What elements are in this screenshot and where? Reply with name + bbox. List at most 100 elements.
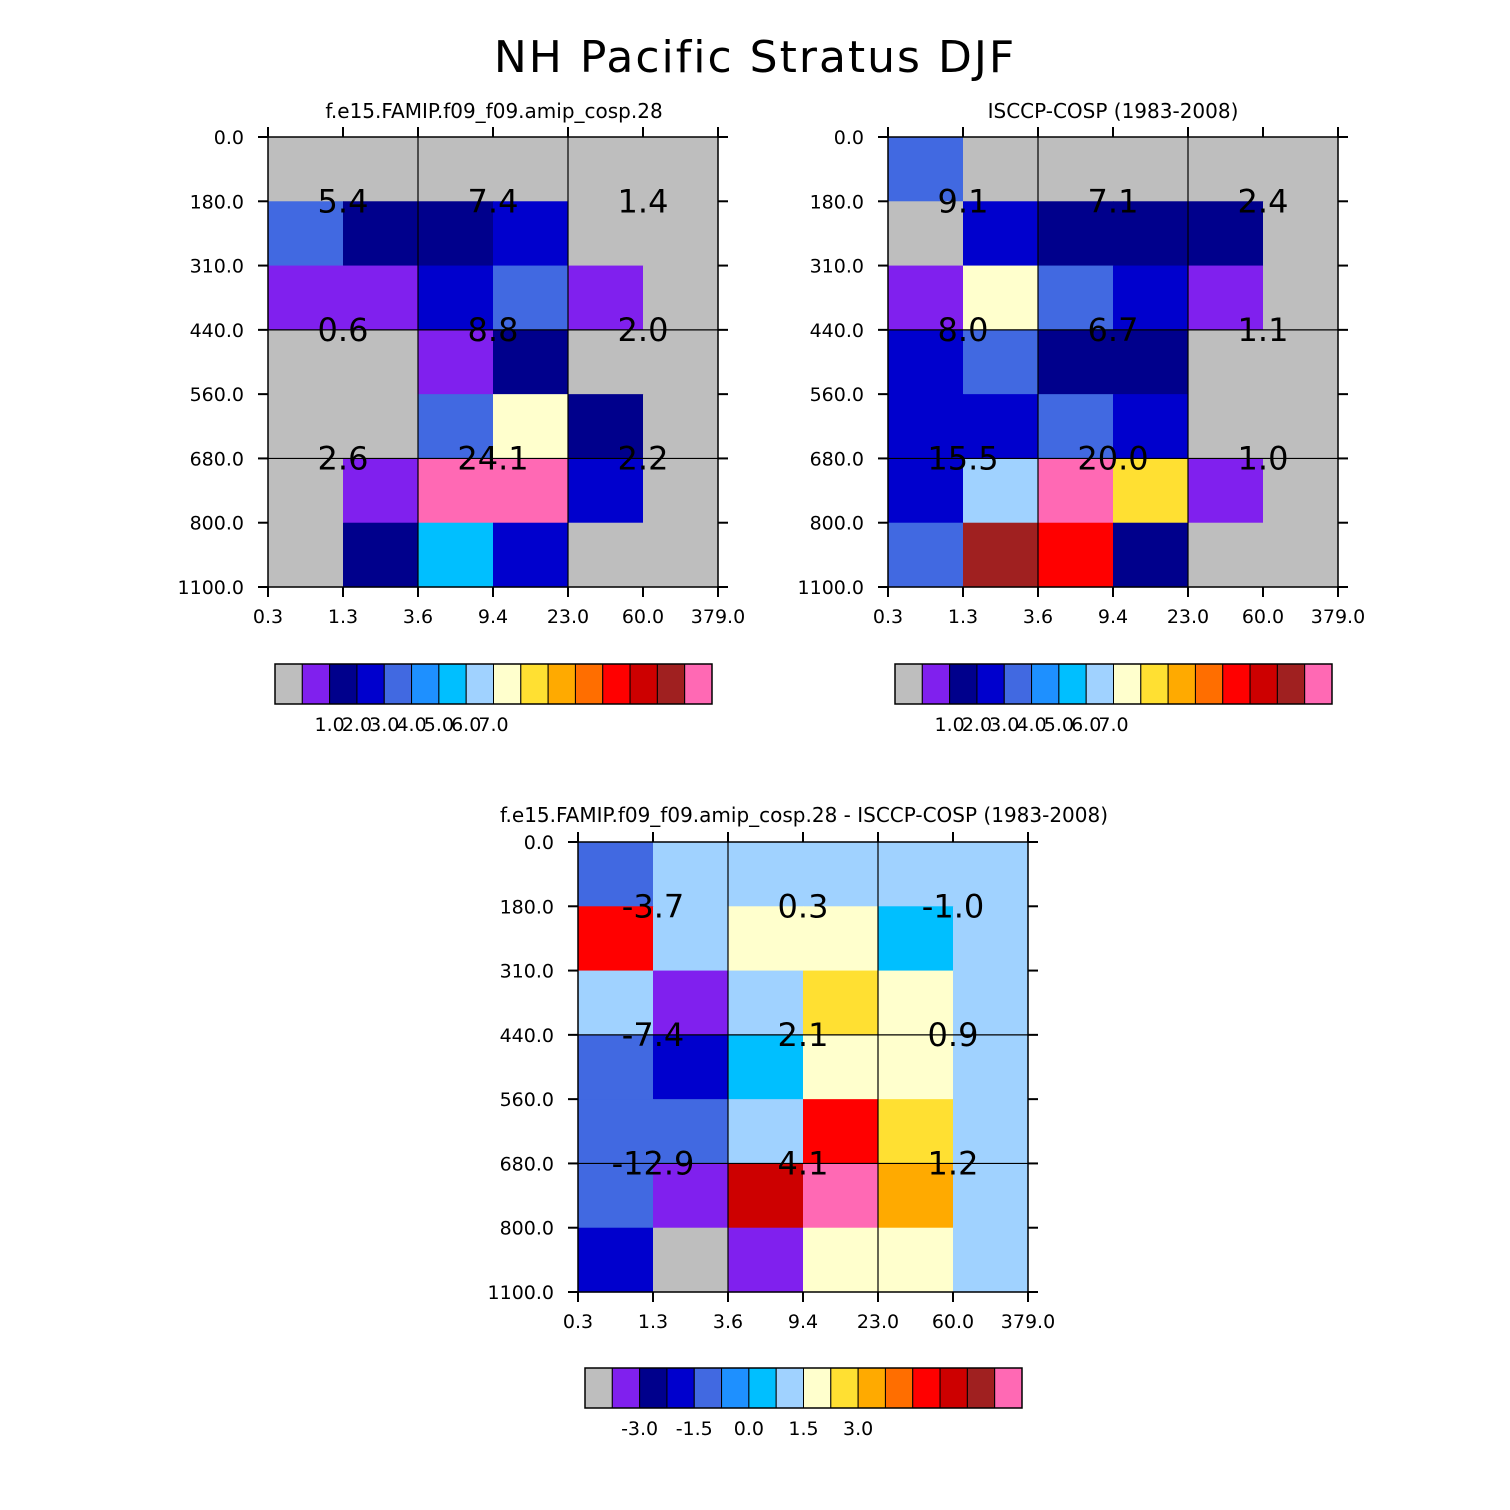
- heatmap-cell: [803, 906, 879, 972]
- colorbar-label: 2.0: [962, 714, 992, 736]
- x-tick-label: 0.3: [873, 606, 903, 628]
- heatmap-cell: [953, 1034, 1029, 1100]
- colorbar-label: 4.0: [396, 714, 426, 736]
- colorbar-label: 5.0: [1044, 714, 1074, 736]
- colorbar-label: 7.0: [1098, 714, 1128, 736]
- heatmap-cell: [643, 329, 719, 395]
- colorbar-swatch: [1058, 663, 1087, 705]
- y-tick-label: 800.0: [190, 513, 244, 535]
- heatmap-cell: [493, 137, 569, 202]
- heatmap-cell: [1113, 265, 1189, 331]
- colorbar-swatch: [966, 1367, 996, 1409]
- cell-value-label: -3.7: [622, 887, 684, 925]
- cell-value-label: 2.6: [318, 439, 369, 477]
- colorbar-label: 3.0: [369, 714, 399, 736]
- heatmap-cell: [1188, 265, 1264, 331]
- x-tick-label: 9.4: [788, 1311, 818, 1333]
- y-tick-label: 440.0: [500, 1025, 554, 1047]
- cell-value-label: -7.4: [622, 1016, 684, 1054]
- heatmap-cell: [1263, 201, 1339, 267]
- colorbar-swatch: [894, 663, 923, 705]
- colorbar-swatch: [438, 663, 467, 705]
- cell-value-label: 1.2: [928, 1144, 979, 1182]
- heatmap-cell: [888, 201, 964, 267]
- x-tick-label: 9.4: [478, 606, 508, 628]
- colorbar-label: 2.0: [342, 714, 372, 736]
- heatmap-cell: [878, 1163, 954, 1229]
- x-tick-label: 379.0: [1311, 606, 1365, 628]
- heatmap-cell: [653, 842, 729, 907]
- heatmap-cell: [1038, 329, 1114, 395]
- heatmap-cell: [568, 394, 644, 460]
- colorbar-swatch: [1304, 663, 1333, 705]
- heatmap-cell: [1263, 458, 1339, 524]
- cell-value-label: 4.1: [778, 1144, 829, 1182]
- heatmap-cell: [568, 201, 644, 267]
- colorbar-label: 5.0: [424, 714, 454, 736]
- colorbar-swatch: [520, 663, 549, 705]
- heatmap-cell: [493, 201, 569, 267]
- heatmap-cell: [1038, 522, 1114, 588]
- heatmap-cell: [878, 906, 954, 972]
- y-tick-label: 310.0: [500, 961, 554, 983]
- heatmap-cell: [343, 394, 419, 460]
- heatmap-cell: [888, 329, 964, 395]
- heatmap-cell: [1188, 201, 1264, 267]
- heatmap-cell: [578, 1034, 654, 1100]
- heatmap-cell: [653, 1163, 729, 1229]
- y-tick-label: 680.0: [500, 1153, 554, 1175]
- heatmap-cell: [1188, 458, 1264, 524]
- heatmap-cell: [963, 458, 1039, 524]
- heatmap-cell: [1038, 265, 1114, 331]
- x-tick-label: 1.3: [638, 1311, 668, 1333]
- heatmap-cell: [878, 1034, 954, 1100]
- colorbar-swatch: [602, 663, 631, 705]
- colorbar-swatch: [830, 1367, 859, 1409]
- cell-value-label: 24.1: [457, 439, 528, 477]
- cell-value-label: 5.4: [318, 182, 369, 220]
- y-tick-label: 0.0: [524, 832, 554, 854]
- x-tick-label: 0.3: [253, 606, 283, 628]
- cell-value-label: -1.0: [922, 887, 984, 925]
- colorbar-label: 1.0: [315, 714, 345, 736]
- heatmap-cell: [953, 1163, 1029, 1229]
- cell-value-label: 1.1: [1238, 311, 1289, 349]
- heatmap-cell: [728, 1034, 804, 1100]
- heatmap-cell: [728, 970, 804, 1036]
- colorbar-frame: [584, 1367, 1023, 1409]
- heatmap-cell: [578, 842, 654, 907]
- heatmap-cell: [1113, 458, 1189, 524]
- colorbar-swatch: [1113, 663, 1142, 705]
- colorbar-swatch: [547, 663, 576, 705]
- heatmap-cell: [803, 842, 879, 907]
- colorbar-swatch: [584, 1367, 613, 1409]
- cell-value-label: 0.3: [778, 887, 829, 925]
- heatmap-cell: [643, 265, 719, 331]
- heatmap-cell: [343, 137, 419, 202]
- heatmap-cell: [343, 458, 419, 524]
- heatmap-cell: [418, 137, 494, 202]
- x-tick-label: 23.0: [857, 1311, 899, 1333]
- colorbar-label: 6.0: [451, 714, 481, 736]
- heatmap-cell: [878, 1099, 954, 1165]
- y-tick-label: 180.0: [190, 191, 244, 213]
- y-tick-label: 440.0: [810, 320, 864, 342]
- heatmap-cell: [728, 1099, 804, 1165]
- colorbar-swatch: [356, 663, 385, 705]
- colorbar-swatch: [1031, 663, 1060, 705]
- cell-value-label: 6.7: [1088, 311, 1139, 349]
- colorbar-swatch: [912, 1367, 941, 1409]
- colorbar-swatch: [994, 1367, 1023, 1409]
- heatmap-cell: [1113, 201, 1189, 267]
- colorbar-swatch: [1276, 663, 1306, 705]
- x-tick-label: 379.0: [1001, 1311, 1055, 1333]
- heatmap-cell: [343, 329, 419, 395]
- colorbar-swatch: [939, 1367, 968, 1409]
- heatmap-cell: [953, 1099, 1029, 1165]
- colorbar-swatch: [1140, 663, 1169, 705]
- heatmap-cell: [1113, 329, 1189, 395]
- colorbar-swatch: [274, 663, 303, 705]
- colorbar-swatch: [921, 663, 951, 705]
- heatmap-cell: [568, 458, 644, 524]
- heatmap-cell: [418, 458, 494, 524]
